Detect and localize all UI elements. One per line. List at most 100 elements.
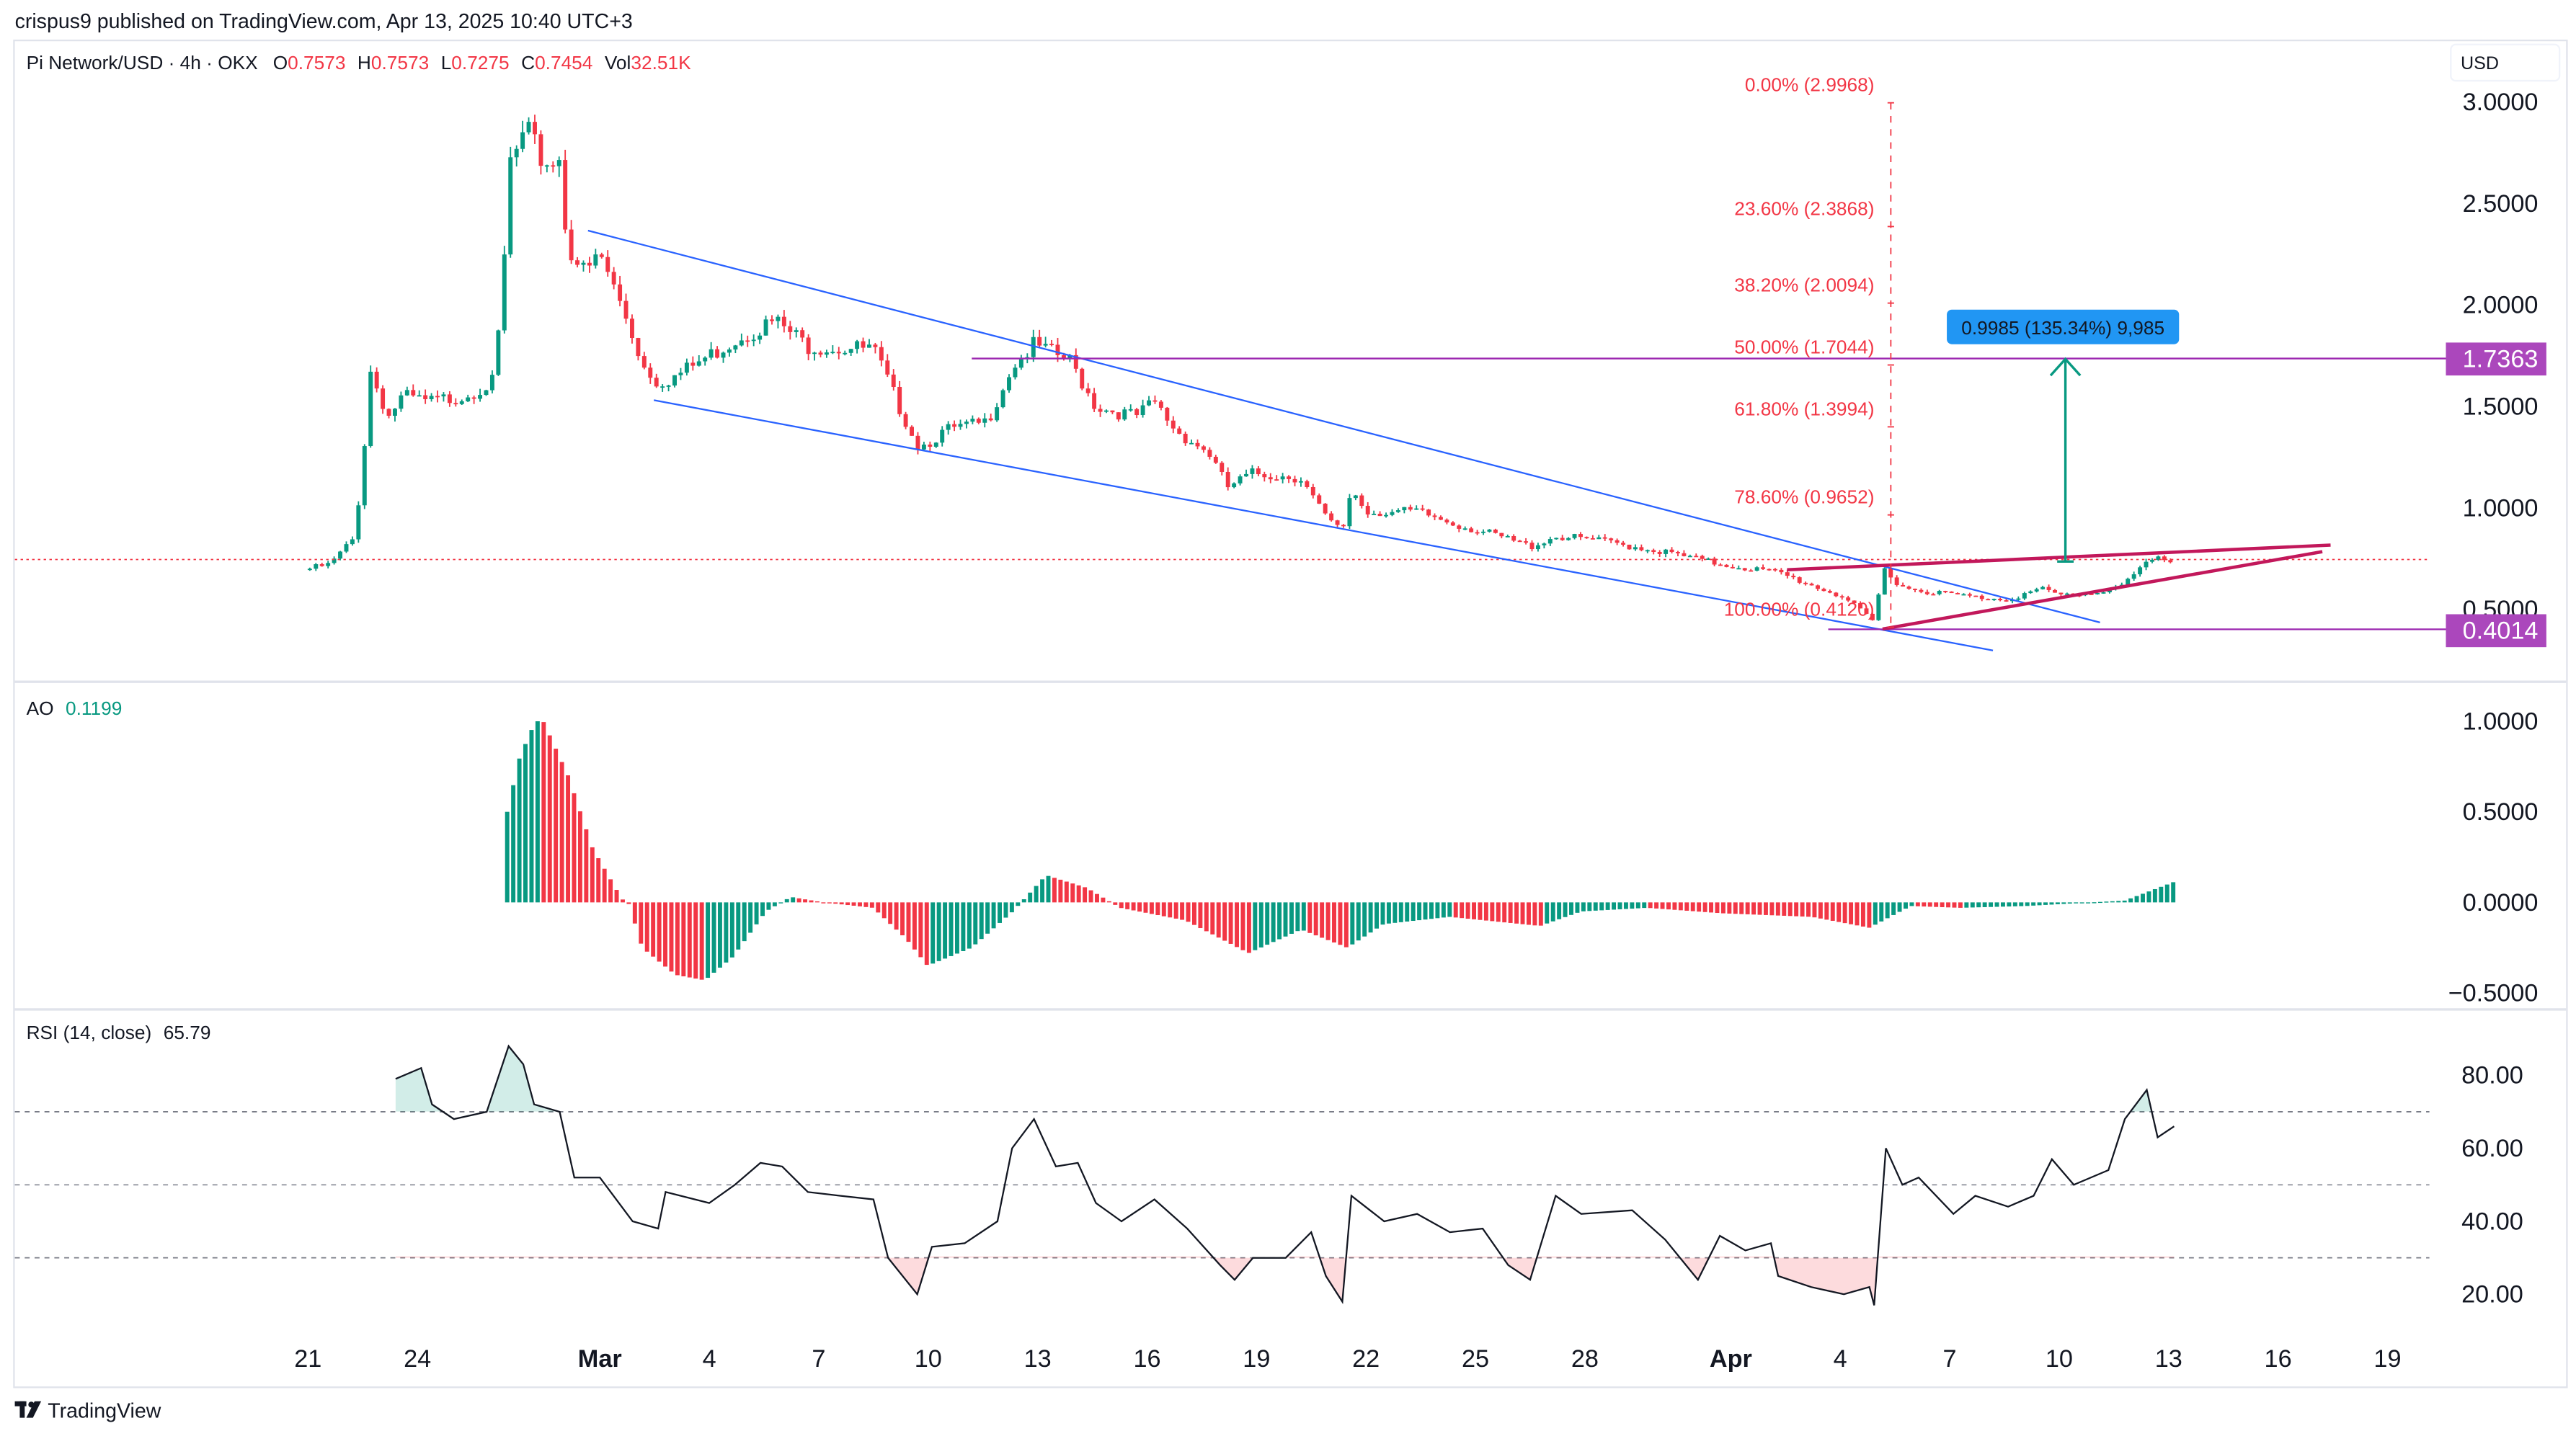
candle-body bbox=[1590, 538, 1595, 540]
ao-bar bbox=[1630, 902, 1635, 909]
ao-pane[interactable] bbox=[505, 721, 2176, 980]
candle bbox=[843, 350, 848, 356]
ao-bar bbox=[1806, 902, 1811, 917]
time-tick-label: 10 bbox=[915, 1345, 942, 1373]
wedge-upper-line[interactable] bbox=[1787, 543, 2331, 572]
candle-body bbox=[429, 396, 434, 399]
candle-body bbox=[1998, 599, 2003, 601]
candle bbox=[915, 432, 920, 455]
candle-body bbox=[605, 257, 610, 272]
candle bbox=[429, 393, 434, 402]
ao-bar bbox=[814, 901, 820, 903]
ao-bar bbox=[778, 902, 783, 904]
candle bbox=[1147, 396, 1152, 406]
candle bbox=[1268, 473, 1273, 483]
currency-button[interactable]: USD bbox=[2450, 43, 2561, 82]
ao-axis[interactable]: 1.0000 0.5000 0.0000 −0.5000 bbox=[2448, 708, 2539, 1007]
candle bbox=[551, 161, 556, 173]
ao-bar bbox=[639, 902, 644, 944]
ao-bar bbox=[1088, 890, 1093, 903]
candle bbox=[1073, 348, 1078, 373]
candle-body bbox=[879, 347, 884, 361]
candle-body bbox=[1462, 528, 1467, 530]
ao-bar bbox=[1143, 902, 1148, 913]
ao-bar bbox=[2146, 891, 2151, 903]
candle bbox=[1280, 473, 1285, 483]
candle bbox=[836, 347, 841, 360]
candle bbox=[623, 293, 629, 324]
ao-bar bbox=[1709, 902, 1714, 913]
measure-label[interactable]: 0.9985 (135.34%) 9,985 bbox=[1947, 309, 2180, 344]
candle bbox=[1244, 469, 1248, 477]
candle bbox=[1609, 538, 1614, 543]
price-tick-label: 1.0000 bbox=[2463, 494, 2539, 522]
candle-body bbox=[1487, 529, 1492, 532]
candle bbox=[581, 260, 586, 272]
ao-bar bbox=[1690, 902, 1695, 911]
channel-lower-line[interactable] bbox=[654, 399, 1994, 651]
ao-bar bbox=[1191, 902, 1196, 925]
ao-bar bbox=[1946, 902, 1951, 908]
candle bbox=[733, 344, 738, 354]
ao-bar bbox=[2049, 902, 2054, 905]
ao-bar bbox=[1472, 902, 1476, 919]
ao-bar bbox=[729, 902, 734, 958]
time-axis[interactable]: 21 24 Mar 4 7 10 13 16 19 22 25 28 Apr 4 7 10 13 16 19 bbox=[294, 1345, 2401, 1373]
tradingview-logo[interactable]: TradingView bbox=[14, 1400, 161, 1423]
candle bbox=[1542, 542, 1547, 549]
candle bbox=[830, 345, 835, 355]
candle bbox=[605, 250, 610, 277]
candle-body bbox=[1718, 564, 1723, 566]
ao-bar bbox=[2134, 896, 2139, 903]
candle bbox=[891, 369, 896, 391]
rsi-axis[interactable]: 80.00 60.00 40.00 20.00 bbox=[2461, 1062, 2523, 1309]
candle bbox=[618, 275, 623, 307]
candle bbox=[1560, 535, 1565, 541]
candle-body bbox=[921, 444, 926, 450]
candle-body bbox=[885, 360, 890, 375]
ao-bar bbox=[1520, 902, 1525, 924]
candle bbox=[1882, 567, 1887, 595]
candle-body bbox=[502, 254, 507, 331]
ao-bar bbox=[1313, 902, 1318, 936]
candle bbox=[2022, 592, 2027, 600]
candle-body bbox=[1578, 534, 1583, 538]
channel-upper-line[interactable] bbox=[587, 229, 2100, 623]
candle bbox=[350, 536, 355, 546]
wedge-lower-line[interactable] bbox=[1882, 550, 2323, 631]
price-tick-label: 2.5000 bbox=[2463, 190, 2539, 218]
candle-body bbox=[672, 375, 677, 386]
ao-bar bbox=[1405, 902, 1410, 922]
candle-body bbox=[1323, 504, 1328, 514]
candle bbox=[1499, 532, 1504, 539]
ao-bar bbox=[1168, 902, 1173, 918]
time-tick-label: 7 bbox=[812, 1345, 825, 1373]
candle bbox=[2131, 571, 2136, 581]
ao-bar bbox=[1368, 902, 1373, 933]
ao-bar bbox=[1490, 902, 1495, 922]
candle-body bbox=[1511, 535, 1516, 541]
candle bbox=[1700, 554, 1705, 562]
ao-bar bbox=[1076, 885, 1081, 903]
candle bbox=[1712, 556, 1717, 566]
candle-body bbox=[1687, 556, 1692, 558]
candle bbox=[2046, 584, 2051, 592]
candle-body bbox=[794, 330, 799, 332]
candle bbox=[1189, 440, 1194, 445]
candle-body bbox=[1547, 539, 1553, 544]
ao-bar bbox=[1161, 902, 1166, 917]
candle-body bbox=[910, 427, 914, 436]
candle bbox=[1341, 524, 1346, 528]
candle bbox=[1633, 544, 1638, 551]
candle-body bbox=[1365, 506, 1370, 514]
candle-body bbox=[356, 505, 361, 540]
ao-bar bbox=[1842, 902, 1847, 924]
rsi-pane[interactable] bbox=[14, 1044, 2430, 1306]
ao-bar bbox=[1654, 902, 1659, 909]
candle-body bbox=[2156, 556, 2161, 561]
candle bbox=[514, 145, 519, 167]
candle-body bbox=[1834, 592, 1839, 597]
candle bbox=[1639, 544, 1644, 552]
candle bbox=[1949, 591, 1954, 594]
